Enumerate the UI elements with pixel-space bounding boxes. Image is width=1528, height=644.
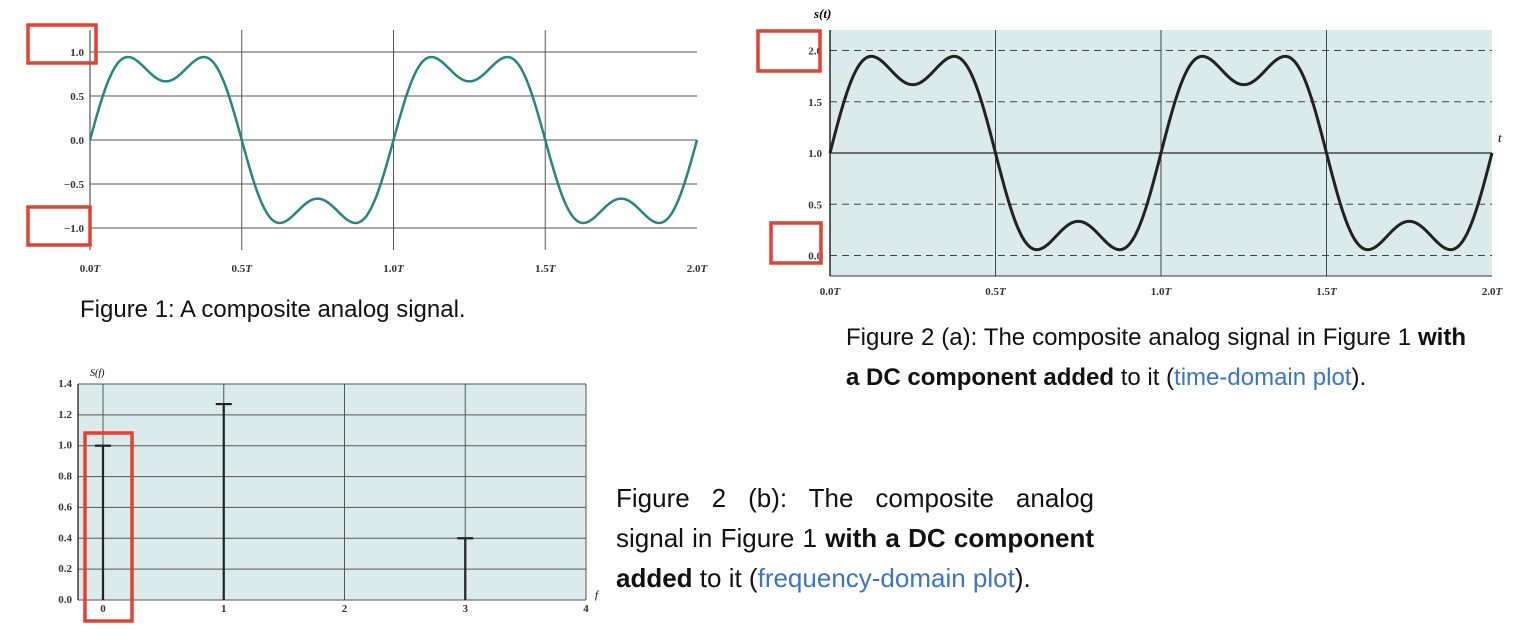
figure-1-highlights bbox=[26, 23, 98, 247]
figure-2a-chart: 2.01.51.00.50.0 0.0T 0.5T 1.0T 1.5T 2.0T s(t… bbox=[756, 6, 1504, 298]
figure-2a-y-tick-label: 1.0 bbox=[808, 148, 822, 160]
figure-1-x-tick-label: 0.0T bbox=[80, 263, 102, 275]
figure-2b-x-tick-label: 3 bbox=[463, 603, 469, 615]
figure-2b-y-tick-label: 1.2 bbox=[58, 409, 72, 421]
figure-2a-x-tick-label: 2.0T bbox=[1482, 286, 1504, 298]
figure-1-chart: 1.0 0.5 0.0 −0.5 −1.0 0.0T 0.5T 1.0T 1.5T 2.0T bbox=[26, 23, 709, 275]
figure-2b-stems bbox=[95, 402, 474, 600]
figure-1-y-tick-label: 0.5 bbox=[70, 91, 84, 103]
figure-2b-y-tick-label: 1.4 bbox=[58, 378, 72, 390]
figure-2a-y-tick-label: 0.0 bbox=[808, 251, 822, 263]
figure-2a-y-tick-label: 0.5 bbox=[808, 199, 822, 211]
figure-2b-y-tick-label: 0.8 bbox=[58, 471, 72, 483]
figure-1-x-ticks: 0.0T 0.5T 1.0T 1.5T 2.0T bbox=[80, 263, 709, 275]
figure-1-x-tick-label: 1.5T bbox=[535, 263, 557, 275]
caption-2b-lead: Figure 2 (b): The composite analog signa… bbox=[616, 483, 1094, 553]
figure-2a-highlight-box-bottom bbox=[769, 221, 823, 265]
figure-2b-chart: 1.4 1.2 1.0 0.8 0.6 0.4 0.2 0.0 0 1 2 3 4 S(f) f bbox=[58, 368, 600, 623]
caption-2b-bold-2: component added bbox=[616, 523, 1094, 593]
figure-1-caption: Figure 1: A composite analog signal. bbox=[80, 296, 466, 323]
figure-2b-caption: Figure 2 (b): The composite analog signa… bbox=[616, 478, 1094, 598]
figure-2b-y-tick-label: 0.6 bbox=[58, 501, 72, 513]
figure-2b-x-ticks: 0 1 2 3 4 bbox=[100, 603, 589, 615]
caption-2a-lead: Figure 2 (a): The composite analog signa… bbox=[846, 324, 1418, 351]
caption-2a-link[interactable]: time-domain plot bbox=[1174, 364, 1352, 391]
figure-2b-y-tick-label: 1.0 bbox=[58, 440, 72, 452]
caption-2a-mid: to it ( bbox=[1114, 364, 1175, 391]
figure-2b-panel bbox=[78, 384, 586, 600]
figure-1-y-tick-label: −1.0 bbox=[64, 223, 85, 235]
figure-1-grid bbox=[89, 30, 697, 250]
caption-2b-tail: ). bbox=[1014, 563, 1031, 593]
figure-2a-y-axis-label: s(t) bbox=[813, 6, 831, 21]
figure-2a-highlights bbox=[756, 29, 823, 265]
figure-2b-x-tick-label: 4 bbox=[583, 603, 589, 615]
figure-2a-signal-line bbox=[828, 54, 1494, 252]
figure-1-x-tick-label: 1.0T bbox=[383, 263, 405, 275]
figure-2b-y-axis-label: S(f) bbox=[90, 368, 105, 379]
figure-2b-x-axis-label: f bbox=[595, 589, 600, 601]
figure-2b-x-tick-label: 0 bbox=[100, 603, 106, 615]
caption-2a-bold: with a DC component added bbox=[846, 324, 1466, 391]
caption-2b-mid: to it ( bbox=[692, 563, 758, 593]
figure-1-y-tick-label: 0.0 bbox=[70, 135, 84, 147]
figure-2b-highlights bbox=[83, 431, 134, 623]
figure-2b-highlight-box bbox=[83, 431, 134, 623]
caption-2b-bold-1: with a DC bbox=[825, 523, 946, 553]
figure-1-y-tick-label: −0.5 bbox=[64, 179, 85, 191]
figure-2b-y-ticks: 1.4 1.2 1.0 0.8 0.6 0.4 0.2 0.0 bbox=[58, 378, 72, 606]
figure-2a-highlight-box-top bbox=[756, 29, 822, 73]
figure-2a-x-tick-label: 1.5T bbox=[1316, 286, 1338, 298]
figure-2a-x-tick-label: 0.0T bbox=[820, 286, 842, 298]
figure-2b-grid bbox=[77, 383, 587, 601]
figure-1-highlight-box-bottom bbox=[26, 205, 92, 247]
figure-2b-x-tick-label: 2 bbox=[342, 603, 348, 615]
figure-2a-x-axis-label: t bbox=[1498, 130, 1502, 145]
figure-1-x-tick-label: 2.0T bbox=[687, 263, 709, 275]
figure-2a-x-tick-label: 1.0T bbox=[1151, 286, 1173, 298]
caption-2b-link[interactable]: frequency-domain plot bbox=[757, 563, 1015, 593]
figure-2a-caption: Figure 2 (a): The composite analog signa… bbox=[846, 318, 1466, 398]
figure-1-y-ticks: 1.0 0.5 0.0 −0.5 −1.0 bbox=[64, 47, 85, 235]
figure-2b-y-tick-label: 0.4 bbox=[58, 532, 72, 544]
figure-2a-x-ticks: 0.0T 0.5T 1.0T 1.5T 2.0T bbox=[820, 286, 1504, 298]
caption-2a-tail: ). bbox=[1351, 364, 1367, 391]
figure-1-highlight-box-top bbox=[26, 23, 98, 65]
figure-1-signal-line bbox=[88, 55, 699, 225]
figure-1-x-tick-label: 0.5T bbox=[232, 263, 254, 275]
figure-2a-y-tick-label: 1.5 bbox=[808, 97, 822, 109]
figure-2b-x-tick-label: 1 bbox=[221, 603, 227, 615]
figure-1-y-tick-label: 1.0 bbox=[70, 47, 84, 59]
figure-2b-y-tick-label: 0.2 bbox=[58, 563, 72, 575]
figure-2b-y-tick-label: 0.0 bbox=[58, 594, 72, 606]
figure-2a-x-tick-label: 0.5T bbox=[985, 286, 1007, 298]
